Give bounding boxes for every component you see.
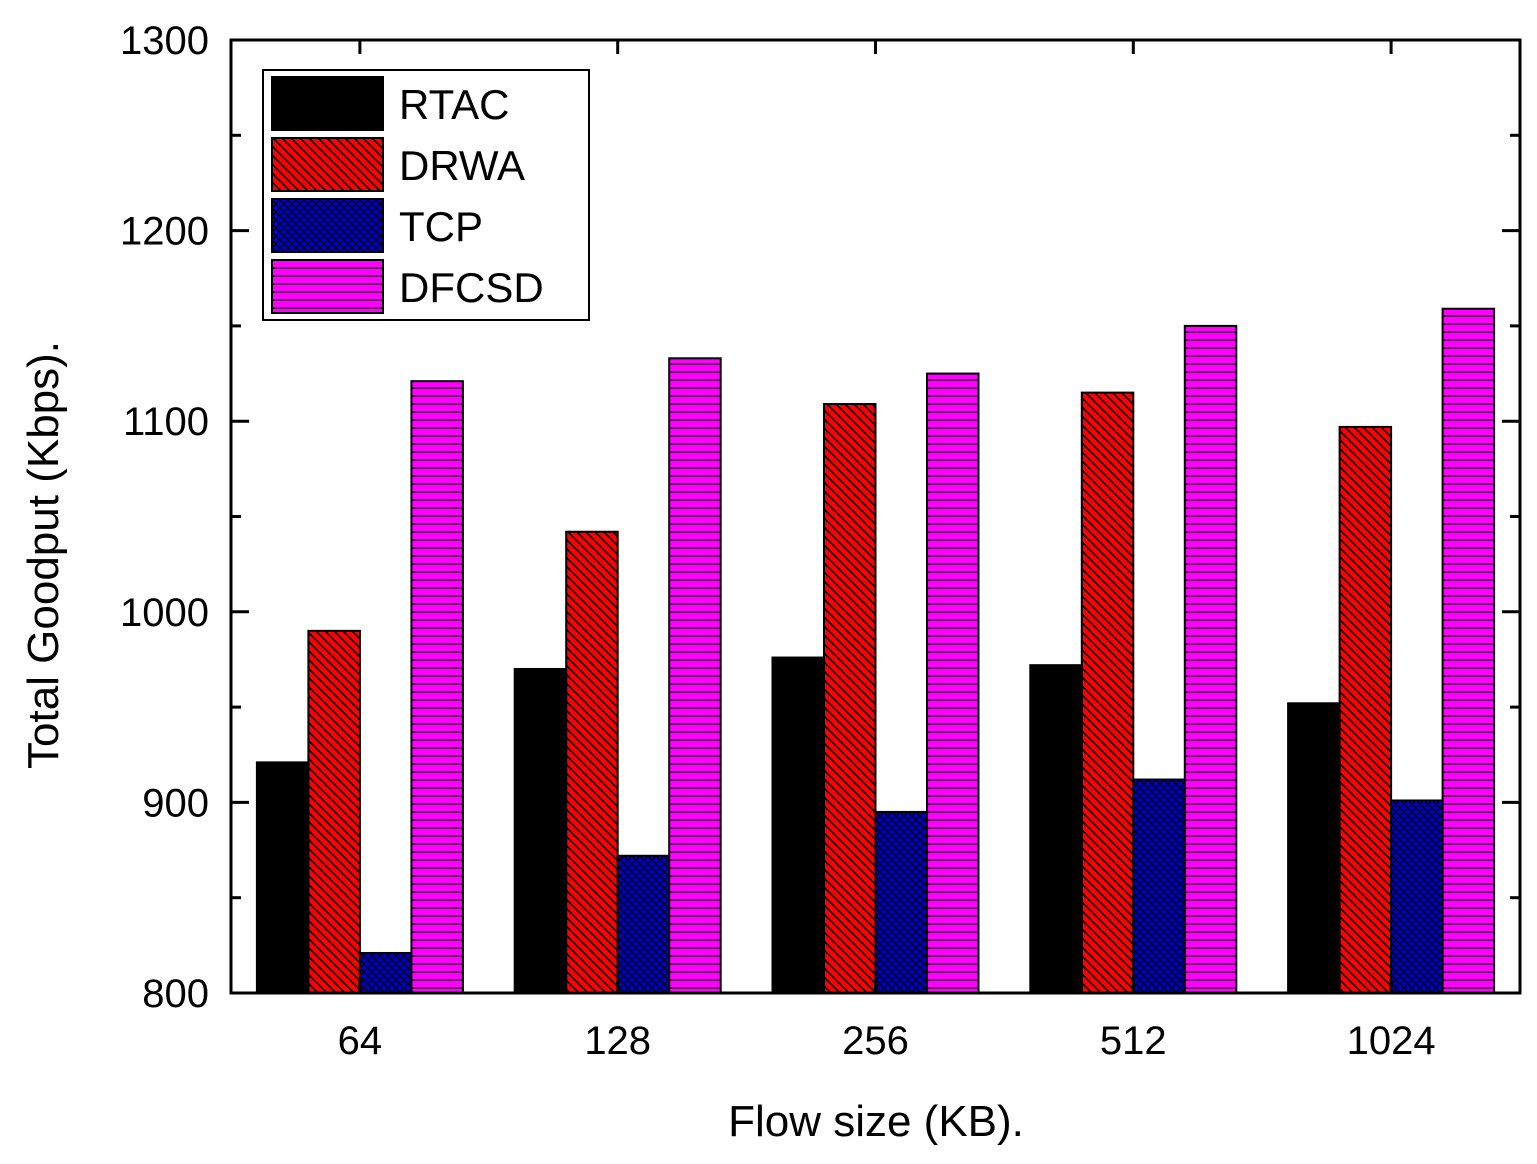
bar-drwa-128 <box>565 530 619 994</box>
bar-drwa-64 <box>307 629 361 994</box>
bar-tcp-256 <box>874 810 928 994</box>
y-tick-label: 800 <box>142 972 209 1016</box>
bar-dfcsd-256 <box>926 372 980 994</box>
x-tick-label: 128 <box>584 1019 651 1063</box>
y-tick-label: 1200 <box>120 210 209 254</box>
x-axis-title: Flow size (KB). <box>728 1097 1024 1146</box>
x-tick-label: 512 <box>1100 1019 1167 1063</box>
legend-swatch-dfcsd <box>271 259 384 314</box>
legend-label-dfcsd: DFCSD <box>399 264 544 311</box>
bar-dfcsd-1024 <box>1441 307 1496 995</box>
legend-label-rtac: RTAC <box>399 81 509 128</box>
bar-dfcsd-128 <box>668 357 722 994</box>
y-tick-label: 900 <box>142 781 209 825</box>
bar-rtac-256 <box>771 656 825 994</box>
x-tick-label: 64 <box>338 1019 383 1063</box>
y-axis-title: Total Goodput (Kbps). <box>19 341 68 769</box>
bar-tcp-1024 <box>1390 799 1444 995</box>
legend-swatch-rtac <box>271 76 384 131</box>
x-tick-label: 1024 <box>1347 1019 1436 1063</box>
bar-tcp-128 <box>616 854 671 994</box>
bar-drwa-256 <box>823 403 877 994</box>
bar-drwa-1024 <box>1338 425 1393 994</box>
bar-tcp-64 <box>358 951 413 994</box>
y-tick-label: 1100 <box>123 400 209 444</box>
legend: RTAC DRWA TCP DFCSD <box>262 69 590 321</box>
bar-dfcsd-64 <box>410 380 464 994</box>
ticks-group: 800 900 1000 1100 1200 1300 64 128 256 512 1024 <box>120 19 1520 1063</box>
bar-rtac-1024 <box>1287 702 1341 995</box>
x-tick-label: 256 <box>842 1019 909 1063</box>
y-tick-label: 1300 <box>120 19 209 63</box>
bar-rtac-128 <box>513 667 568 994</box>
legend-label-tcp: TCP <box>399 203 483 250</box>
bar-rtac-64 <box>255 761 310 995</box>
y-tick-label: 1000 <box>120 591 209 635</box>
bar-dfcsd-512 <box>1183 324 1238 994</box>
bar-rtac-512 <box>1029 664 1083 995</box>
legend-label-drwa: DRWA <box>399 142 525 189</box>
bar-tcp-512 <box>1132 778 1186 995</box>
bars-group <box>255 307 1496 995</box>
legend-swatch-tcp <box>271 198 384 253</box>
bar-drwa-512 <box>1080 391 1135 994</box>
legend-swatch-drwa <box>271 137 384 192</box>
